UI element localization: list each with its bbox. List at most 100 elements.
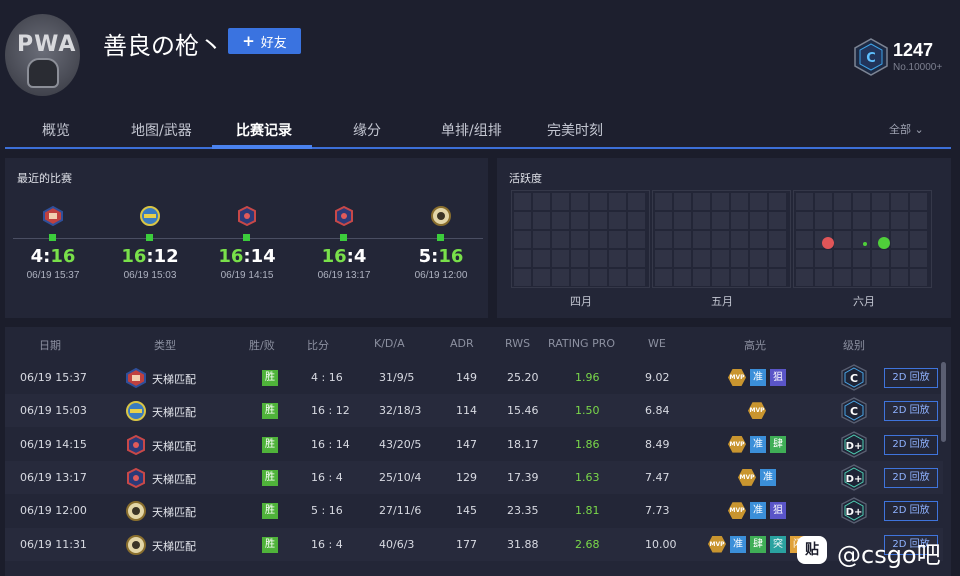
activity-day-cell[interactable] [815, 250, 832, 267]
activity-day-cell[interactable] [853, 250, 870, 267]
activity-day-cell[interactable] [750, 250, 767, 267]
activity-day-cell[interactable] [910, 193, 927, 210]
activity-day-cell[interactable] [590, 193, 607, 210]
activity-day-cell[interactable] [533, 193, 550, 210]
tab-perfect-moments[interactable]: 完美时刻 [547, 123, 603, 139]
activity-loss-dot[interactable] [822, 237, 834, 249]
activity-day-cell[interactable] [750, 231, 767, 248]
activity-day-cell[interactable] [796, 250, 813, 267]
table-row[interactable]: 06/19 13:17 天梯匹配 胜 16 : 4 25/10/4 129 17.39 1.6… [5, 460, 943, 494]
activity-day-cell[interactable] [872, 193, 889, 210]
header-rating[interactable]: RATING PRO [548, 337, 616, 350]
activity-day-cell[interactable] [872, 269, 889, 286]
header-score[interactable]: 比分 [307, 339, 329, 352]
activity-day-cell[interactable] [655, 269, 672, 286]
activity-day-cell[interactable] [853, 231, 870, 248]
activity-day-cell[interactable] [628, 193, 645, 210]
activity-day-cell[interactable] [910, 231, 927, 248]
activity-day-cell[interactable] [590, 250, 607, 267]
table-row[interactable]: 06/19 15:03 天梯匹配 胜 16 : 12 32/18/3 114 15.46 1.… [5, 394, 943, 428]
activity-day-cell[interactable] [910, 250, 927, 267]
activity-day-cell[interactable] [609, 250, 626, 267]
activity-day-cell[interactable] [552, 269, 569, 286]
activity-day-cell[interactable] [571, 269, 588, 286]
activity-day-cell[interactable] [815, 212, 832, 229]
table-row[interactable]: 06/19 14:15 天梯匹配 胜 16 : 14 43/20/5 147 18.17 1.… [5, 428, 943, 461]
activity-day-cell[interactable] [609, 193, 626, 210]
replay-2d-button[interactable]: 2D 回放 [884, 534, 938, 555]
tab-overview[interactable]: 概览 [42, 123, 70, 139]
activity-day-cell[interactable] [731, 269, 748, 286]
header-type[interactable]: 类型 [154, 339, 176, 352]
activity-day-cell[interactable] [712, 269, 729, 286]
activity-day-cell[interactable] [731, 212, 748, 229]
table-row[interactable]: 06/19 12:00 天梯匹配 胜 5 : 16 27/11/6 145 23.35 1.8… [5, 494, 943, 527]
activity-day-cell[interactable] [693, 269, 710, 286]
activity-day-cell[interactable] [552, 193, 569, 210]
replay-2d-button[interactable]: 2D 回放 [884, 368, 938, 388]
activity-day-cell[interactable] [628, 269, 645, 286]
activity-day-cell[interactable] [590, 269, 607, 286]
activity-day-cell[interactable] [655, 193, 672, 210]
activity-day-cell[interactable] [628, 231, 645, 248]
activity-day-cell[interactable] [514, 231, 531, 248]
activity-day-cell[interactable] [769, 212, 786, 229]
table-scrollbar[interactable] [941, 362, 946, 442]
activity-day-cell[interactable] [910, 269, 927, 286]
activity-day-cell[interactable] [514, 269, 531, 286]
activity-day-cell[interactable] [834, 269, 851, 286]
activity-day-cell[interactable] [769, 250, 786, 267]
header-rws[interactable]: RWS [505, 337, 531, 350]
activity-day-cell[interactable] [655, 250, 672, 267]
activity-day-cell[interactable] [571, 212, 588, 229]
activity-day-cell[interactable] [609, 269, 626, 286]
avatar[interactable]: PWA [5, 14, 80, 96]
activity-day-cell[interactable] [674, 250, 691, 267]
activity-day-cell[interactable] [891, 250, 908, 267]
activity-day-cell[interactable] [693, 212, 710, 229]
tab-fate[interactable]: 缘分 [353, 123, 381, 139]
replay-2d-button[interactable]: 2D 回放 [884, 501, 938, 522]
activity-day-cell[interactable] [750, 193, 767, 210]
activity-day-cell[interactable] [891, 231, 908, 248]
activity-win-dot[interactable] [863, 242, 867, 246]
recent-match[interactable]: 16:4 06/19 13:17 [296, 202, 392, 292]
activity-day-cell[interactable] [731, 250, 748, 267]
activity-day-cell[interactable] [872, 212, 889, 229]
activity-day-cell[interactable] [712, 212, 729, 229]
activity-day-cell[interactable] [750, 212, 767, 229]
table-row[interactable]: 06/19 15:37 天梯匹配 胜 4 : 16 31/9/5 149 25.20 1.96… [5, 361, 943, 394]
activity-day-cell[interactable] [796, 231, 813, 248]
activity-day-cell[interactable] [712, 250, 729, 267]
activity-day-cell[interactable] [693, 193, 710, 210]
activity-day-cell[interactable] [533, 269, 550, 286]
activity-day-cell[interactable] [571, 193, 588, 210]
activity-day-cell[interactable] [533, 212, 550, 229]
table-row[interactable]: 06/19 11:31 天梯匹配 胜 16 : 4 40/6/3 177 31.88 2.68… [5, 527, 943, 561]
activity-day-cell[interactable] [674, 231, 691, 248]
activity-day-cell[interactable] [769, 269, 786, 286]
header-adr[interactable]: ADR [450, 337, 474, 350]
activity-day-cell[interactable] [712, 231, 729, 248]
activity-day-cell[interactable] [571, 250, 588, 267]
activity-win-dot[interactable] [878, 237, 890, 249]
activity-day-cell[interactable] [571, 231, 588, 248]
activity-day-cell[interactable] [853, 269, 870, 286]
header-we[interactable]: WE [648, 337, 666, 350]
activity-day-cell[interactable] [674, 193, 691, 210]
activity-day-cell[interactable] [891, 269, 908, 286]
activity-day-cell[interactable] [552, 212, 569, 229]
activity-day-cell[interactable] [731, 193, 748, 210]
activity-day-cell[interactable] [815, 193, 832, 210]
recent-match[interactable]: 4:16 06/19 15:37 [5, 202, 101, 292]
activity-day-cell[interactable] [693, 250, 710, 267]
activity-day-cell[interactable] [891, 193, 908, 210]
activity-day-cell[interactable] [815, 269, 832, 286]
activity-day-cell[interactable] [552, 231, 569, 248]
activity-day-cell[interactable] [834, 193, 851, 210]
activity-day-cell[interactable] [731, 231, 748, 248]
activity-day-cell[interactable] [514, 193, 531, 210]
replay-2d-button[interactable]: 2D 回放 [884, 467, 938, 488]
activity-day-cell[interactable] [834, 231, 851, 248]
activity-day-cell[interactable] [674, 269, 691, 286]
